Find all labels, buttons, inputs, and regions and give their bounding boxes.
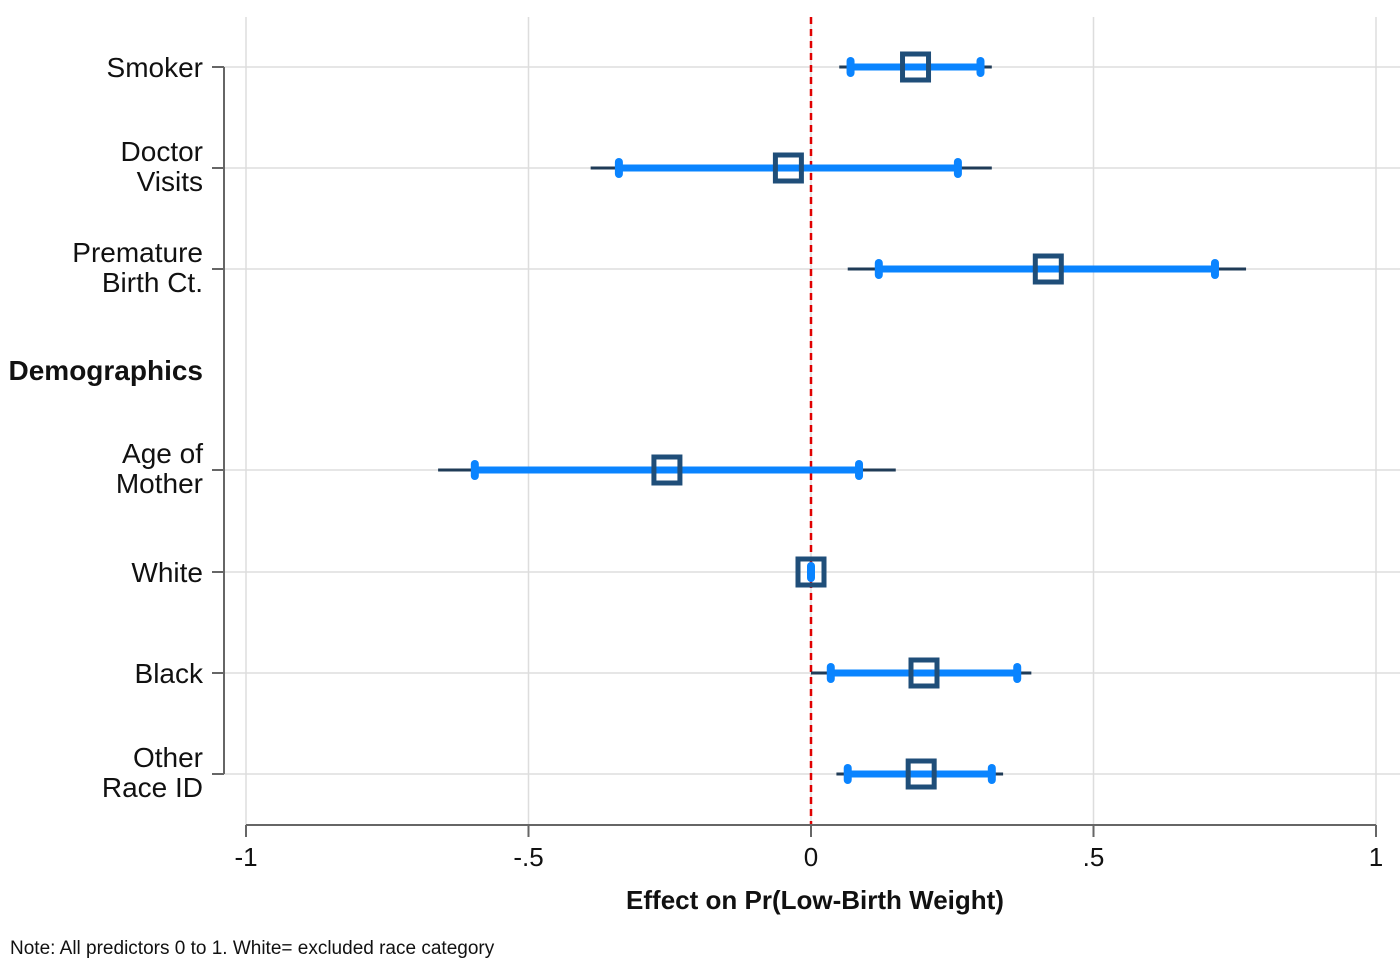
ci-end-cap	[1013, 663, 1022, 683]
y-tick-label: Other	[133, 742, 203, 773]
y-tick-label: Black	[135, 658, 204, 689]
coefficient-row	[811, 657, 1032, 689]
coefficient-row	[839, 51, 992, 83]
ci-end-cap	[843, 764, 852, 784]
point-estimate-marker	[772, 152, 804, 184]
x-tick-label: .5	[1083, 842, 1105, 872]
ci-end-cap	[807, 562, 815, 582]
y-tick-label: Age of	[122, 438, 203, 469]
x-tick-label: -.5	[513, 842, 543, 872]
coefficient-row	[847, 253, 1247, 285]
y-tick-label: Smoker	[107, 52, 203, 83]
ci-end-cap	[976, 57, 985, 77]
y-tick-label: Visits	[137, 166, 203, 197]
ci-end-cap	[1210, 259, 1219, 279]
x-tick-label: 1	[1369, 842, 1383, 872]
x-tick-label: -1	[234, 842, 257, 872]
point-estimate-marker	[905, 758, 937, 790]
y-tick-label: Mother	[116, 468, 203, 499]
point-estimate-marker	[908, 657, 940, 689]
ci-end-cap	[470, 460, 479, 480]
point-estimate-marker	[795, 556, 827, 588]
ci-end-cap	[826, 663, 835, 683]
y-tick-label: Birth Ct.	[102, 267, 203, 298]
ci-end-cap	[987, 764, 996, 784]
point-estimate-marker	[1032, 253, 1064, 285]
ci-end-cap	[846, 57, 855, 77]
ci-end-cap	[855, 460, 864, 480]
y-tick-label: Race ID	[102, 772, 203, 803]
footnote: Note: All predictors 0 to 1. White= excl…	[10, 938, 495, 959]
coefficient-row	[795, 556, 827, 588]
ci-end-cap	[614, 158, 623, 178]
point-estimate-marker	[651, 454, 683, 486]
y-tick-label: Doctor	[121, 136, 203, 167]
section-header-label: Demographics	[9, 355, 204, 386]
axes: -1 -.5 0 .5 1	[212, 66, 1383, 872]
coefficient-row	[590, 152, 992, 184]
ci-end-cap	[953, 158, 962, 178]
point-estimate-marker	[900, 51, 932, 83]
y-tick-label: White	[131, 557, 203, 588]
coefficient-row	[836, 758, 1004, 790]
x-axis-label: Effect on Pr(Low-Birth Weight)	[626, 885, 1004, 915]
y-tick-label: Premature	[72, 237, 203, 268]
ci-end-cap	[874, 259, 883, 279]
coefficient-row	[438, 454, 896, 486]
estimates-layer	[438, 51, 1247, 790]
x-tick-label: 0	[804, 842, 818, 872]
